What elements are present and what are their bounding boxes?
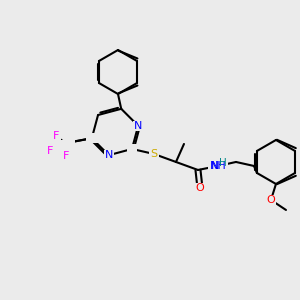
Text: O: O (267, 195, 275, 205)
Bar (266, 195, 276, 205)
Bar (208, 160, 228, 172)
Bar (104, 150, 114, 160)
Text: F: F (52, 131, 59, 141)
Bar (149, 149, 159, 159)
Bar (51, 131, 61, 141)
Bar (194, 183, 206, 193)
Bar (86, 133, 98, 143)
Text: N: N (105, 150, 113, 160)
Bar (127, 144, 137, 154)
Bar (53, 140, 75, 152)
Text: O: O (196, 183, 204, 193)
Bar (61, 151, 71, 161)
Bar (209, 160, 227, 172)
Bar (45, 146, 55, 156)
Bar (133, 121, 143, 131)
Text: F: F (63, 151, 69, 161)
Text: N: N (211, 161, 219, 171)
Text: N: N (134, 121, 142, 131)
Text: H: H (219, 158, 227, 168)
Text: S: S (150, 149, 158, 159)
Text: NH: NH (210, 161, 226, 171)
Text: F: F (46, 146, 53, 156)
